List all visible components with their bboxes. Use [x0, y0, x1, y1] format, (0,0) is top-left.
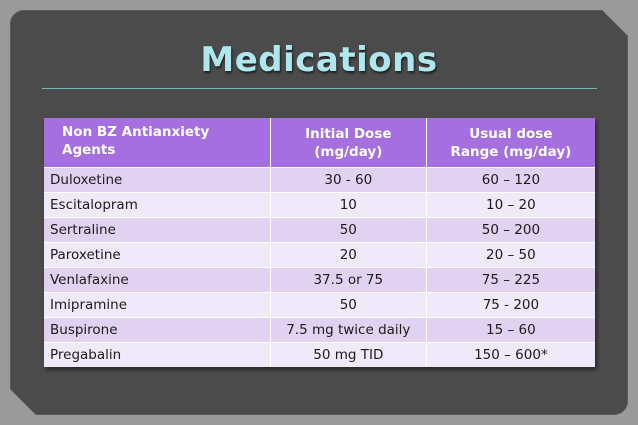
header-initial-dose-line1: Initial Dose: [305, 125, 392, 142]
slide-title: Medications: [200, 40, 438, 80]
cell-agent: Imipramine: [44, 292, 271, 318]
cell-initial-dose: 20: [270, 242, 427, 268]
cell-initial-dose: 50 mg TID: [270, 342, 427, 367]
header-initial-dose-line2: (mg/day): [314, 143, 383, 160]
cell-initial-dose: 50: [270, 217, 427, 243]
cell-agent: Pregabalin: [44, 342, 271, 367]
cell-usual-dose: 75 – 225: [426, 267, 595, 293]
cell-usual-dose: 75 - 200: [426, 292, 595, 318]
header-usual-dose: Usual dose Range (mg/day): [426, 118, 595, 168]
cell-usual-dose: 15 – 60: [426, 317, 595, 343]
table-row: Imipramine 50 75 - 200: [44, 292, 595, 318]
cell-agent: Sertraline: [44, 217, 271, 243]
cell-initial-dose: 7.5 mg twice daily: [270, 317, 427, 343]
table-row: Buspirone 7.5 mg twice daily 15 – 60: [44, 317, 595, 343]
medications-table: Non BZ Antianxiety Agents Initial Dose (…: [44, 118, 595, 367]
cell-usual-dose: 150 – 600*: [426, 342, 595, 367]
header-usual-dose-line2: Range (mg/day): [450, 143, 572, 160]
title-divider: [42, 88, 597, 89]
cell-agent: Duloxetine: [44, 167, 271, 193]
table-row: Paroxetine 20 20 – 50: [44, 242, 595, 268]
header-agent-label: Non BZ Antianxiety Agents: [62, 124, 210, 158]
header-agent: Non BZ Antianxiety Agents: [44, 118, 271, 168]
cell-agent: Escitalopram: [44, 192, 271, 218]
cell-agent: Venlafaxine: [44, 267, 271, 293]
cell-usual-dose: 10 – 20: [426, 192, 595, 218]
cell-usual-dose: 60 – 120: [426, 167, 595, 193]
cell-agent: Paroxetine: [44, 242, 271, 268]
header-usual-dose-line1: Usual dose: [469, 125, 553, 142]
header-initial-dose: Initial Dose (mg/day): [270, 118, 427, 168]
cell-usual-dose: 20 – 50: [426, 242, 595, 268]
table-row: Sertraline 50 50 – 200: [44, 217, 595, 243]
table-row: Duloxetine 30 - 60 60 – 120: [44, 167, 595, 193]
cell-usual-dose: 50 – 200: [426, 217, 595, 243]
cell-agent: Buspirone: [44, 317, 271, 343]
cell-initial-dose: 10: [270, 192, 427, 218]
cell-initial-dose: 50: [270, 292, 427, 318]
table-header-row: Non BZ Antianxiety Agents Initial Dose (…: [44, 118, 595, 168]
cell-initial-dose: 30 - 60: [270, 167, 427, 193]
table-row: Pregabalin 50 mg TID 150 – 600*: [44, 342, 595, 367]
table-row: Venlafaxine 37.5 or 75 75 – 225: [44, 267, 595, 293]
cell-initial-dose: 37.5 or 75: [270, 267, 427, 293]
table-row: Escitalopram 10 10 – 20: [44, 192, 595, 218]
